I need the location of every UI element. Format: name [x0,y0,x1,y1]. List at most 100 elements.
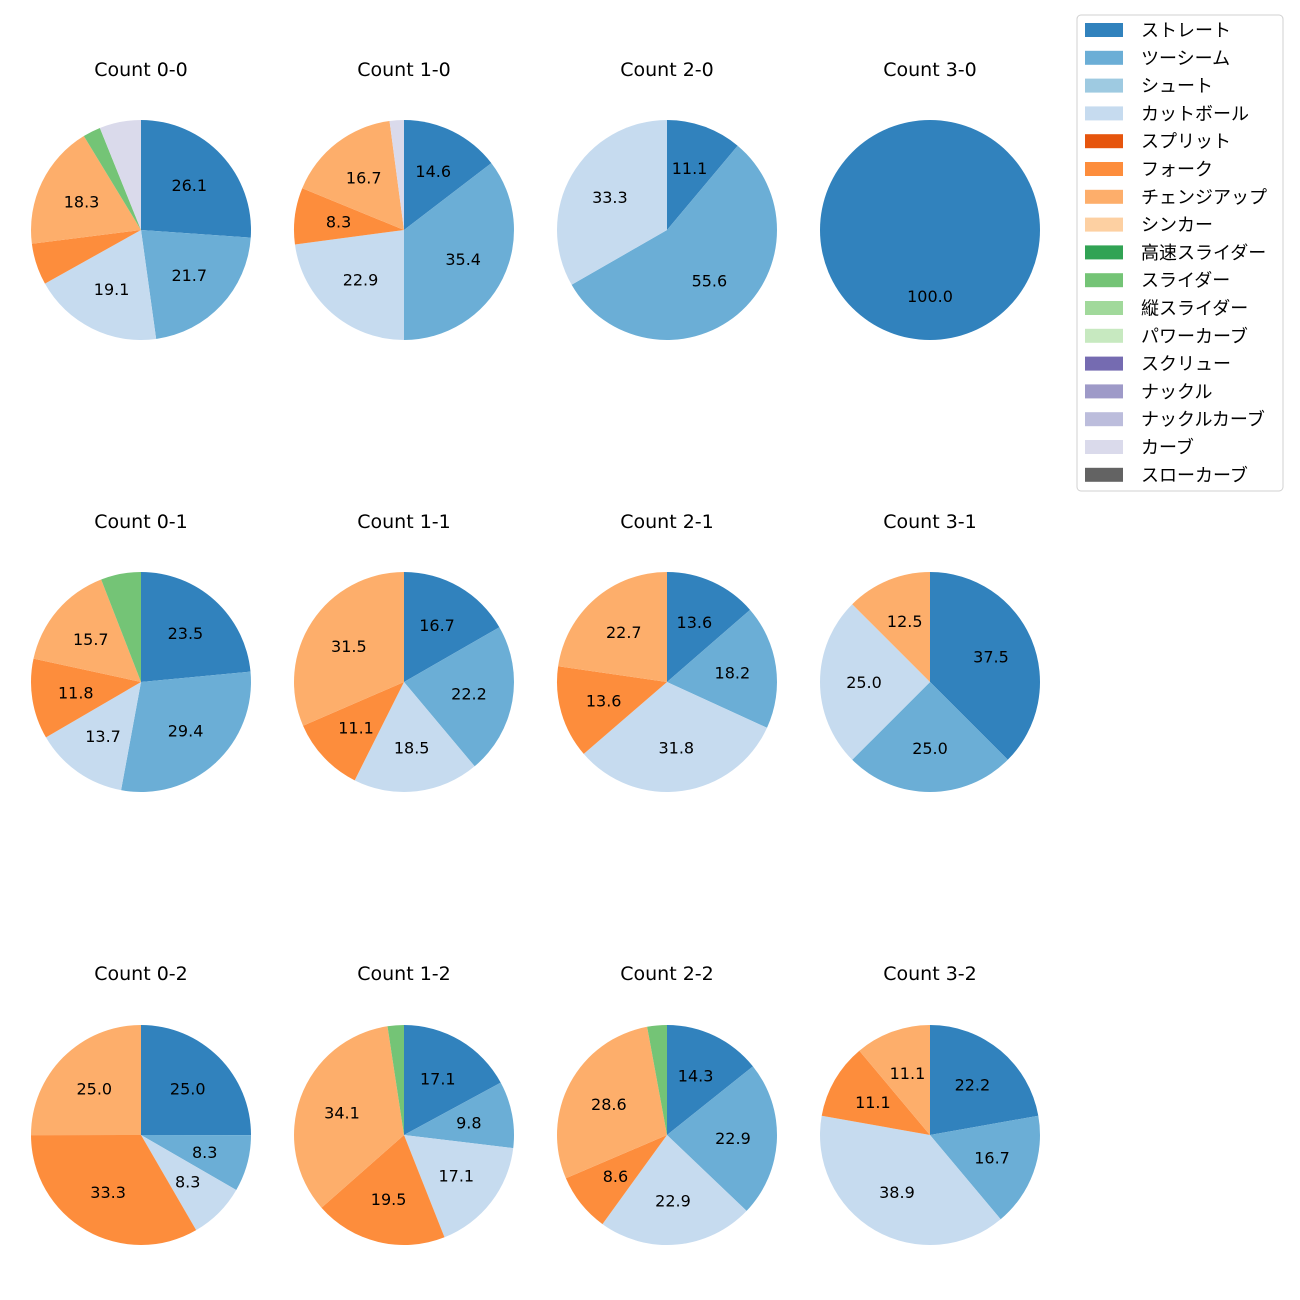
pie-count-2-1: Count 2-1 13.6 18.2 31.8 13.6 22.7 [556,511,777,793]
pie-slice [404,1025,501,1135]
pie-slice [602,1135,747,1245]
slice-value-label: 37.5 [973,648,1009,667]
pie-slice [404,120,492,230]
pie-slice [302,120,404,230]
slice-value-label: 18.2 [715,664,751,683]
legend-item: カットボール [1085,104,1249,125]
pie-slice [321,1135,445,1246]
slice-value-label: 28.6 [591,1095,627,1114]
legend-label: ストレート [1141,21,1231,42]
legend-item: カーブ [1085,437,1194,459]
pie-slice [294,1026,404,1208]
legend-label: パワーカーブ [1141,325,1248,347]
slice-value-label: 55.6 [692,272,728,291]
legend-swatch [1085,384,1123,399]
pie-slice [556,119,667,285]
slice-value-label: 34.1 [324,1103,360,1122]
pie-count-2-0: Count 2-0 11.1 55.6 33.3 [556,59,777,341]
pie-title: Count 2-2 [620,963,714,985]
legend-label: スクリュー [1141,354,1231,375]
legend-swatch [1085,106,1123,121]
pie-slice [565,1135,667,1225]
pie-slice [294,188,404,245]
slice-value-label: 23.5 [168,624,204,643]
slice-value-label: 31.5 [331,637,367,656]
pie-slice [821,1050,930,1135]
legend-item: ナックル [1085,382,1212,403]
legend-item: パワーカーブ [1085,325,1248,347]
pies-group: Count 0-0 26.1 21.7 19.1 18.3 Count 1-0 14.6 35… [30,59,1040,1246]
slice-value-label: 33.3 [592,188,628,207]
pie-slice [30,658,141,738]
slice-value-label: 13.7 [85,727,121,746]
slice-value-label: 12.5 [887,612,923,631]
pie-slice [83,127,141,230]
legend-swatch [1085,78,1123,93]
pie-slice [141,572,251,682]
slice-value-label: 22.7 [606,623,642,642]
legend-item: シュート [1085,76,1213,97]
slice-value-label: 13.6 [677,613,713,632]
pie-slice [404,572,500,682]
slice-value-label: 26.1 [171,176,207,195]
pie-slice [31,1135,197,1246]
pie-slice [389,120,404,230]
legend-label: シンカー [1141,215,1213,236]
slice-value-label: 22.2 [955,1075,991,1094]
pie-slice [31,230,141,284]
pie-slice [303,682,404,781]
legend-item: チェンジアップ [1085,187,1267,208]
pie-slice [141,1135,251,1190]
pie-slice [354,682,475,792]
legend-label: チェンジアップ [1141,187,1267,208]
pie-slice [557,1026,667,1179]
legend-label: カットボール [1141,104,1249,125]
pie-slice [667,120,738,230]
pie-title: Count 1-0 [357,59,451,81]
slice-value-label: 16.7 [419,616,455,635]
legend-swatch [1085,328,1123,343]
pie-count-1-0: Count 1-0 14.6 35.4 22.9 8.3 16.7 [294,59,514,340]
legend-item: ツーシーム [1085,48,1230,69]
legend-swatch [1085,273,1123,288]
pie-slice [404,1082,515,1149]
pie-slice [404,627,515,767]
slice-value-label: 16.7 [346,169,382,188]
pie-slice [33,579,141,682]
pie-slice [571,145,777,341]
slice-value-label: 19.5 [371,1190,407,1209]
pie-count-0-2: Count 0-2 25.0 8.3 8.3 33.3 25.0 [30,963,252,1246]
slice-value-label: 13.6 [586,692,622,711]
legend: ストレートツーシームシュートカットボールスプリットフォークチェンジアップシンカー… [1076,14,1284,492]
pie-slice [141,1135,237,1231]
pie-title: Count 0-1 [94,511,188,533]
slice-value-label: 9.8 [456,1114,481,1133]
legend-label: 高速スライダー [1141,243,1266,264]
pie-slice [101,572,141,682]
legend-item: スローカーブ [1085,464,1248,486]
pie-count-3-1: Count 3-1 37.5 25.0 25.0 12.5 [820,511,1040,792]
pie-slice [294,230,404,340]
pie-title: Count 1-1 [357,511,451,533]
pie-title: Count 0-0 [94,59,188,81]
pie-slice [30,1025,141,1136]
pie-slice [820,120,1040,340]
legend-swatch [1085,217,1123,232]
legend-label: ナックル [1141,382,1212,403]
pie-slice [44,230,157,341]
pie-slice [556,666,667,754]
pie-count-1-2: Count 1-2 17.1 9.8 17.1 19.5 34.1 [294,963,515,1246]
slice-value-label: 11.8 [58,683,94,702]
pie-slice [852,572,930,682]
slice-value-label: 21.7 [171,266,207,285]
pie-slice [99,120,141,230]
slice-value-label: 22.9 [343,271,379,290]
slice-value-label: 31.8 [658,738,694,757]
pie-slice [667,572,751,682]
slice-value-label: 22.2 [451,685,487,704]
pie-count-3-2: Count 3-2 22.2 16.7 38.9 11.1 11.1 [820,963,1040,1245]
legend-label: スプリット [1141,132,1231,153]
pie-title: Count 1-2 [357,963,451,985]
pie-slice [667,1066,777,1211]
pie-slice [45,682,141,791]
